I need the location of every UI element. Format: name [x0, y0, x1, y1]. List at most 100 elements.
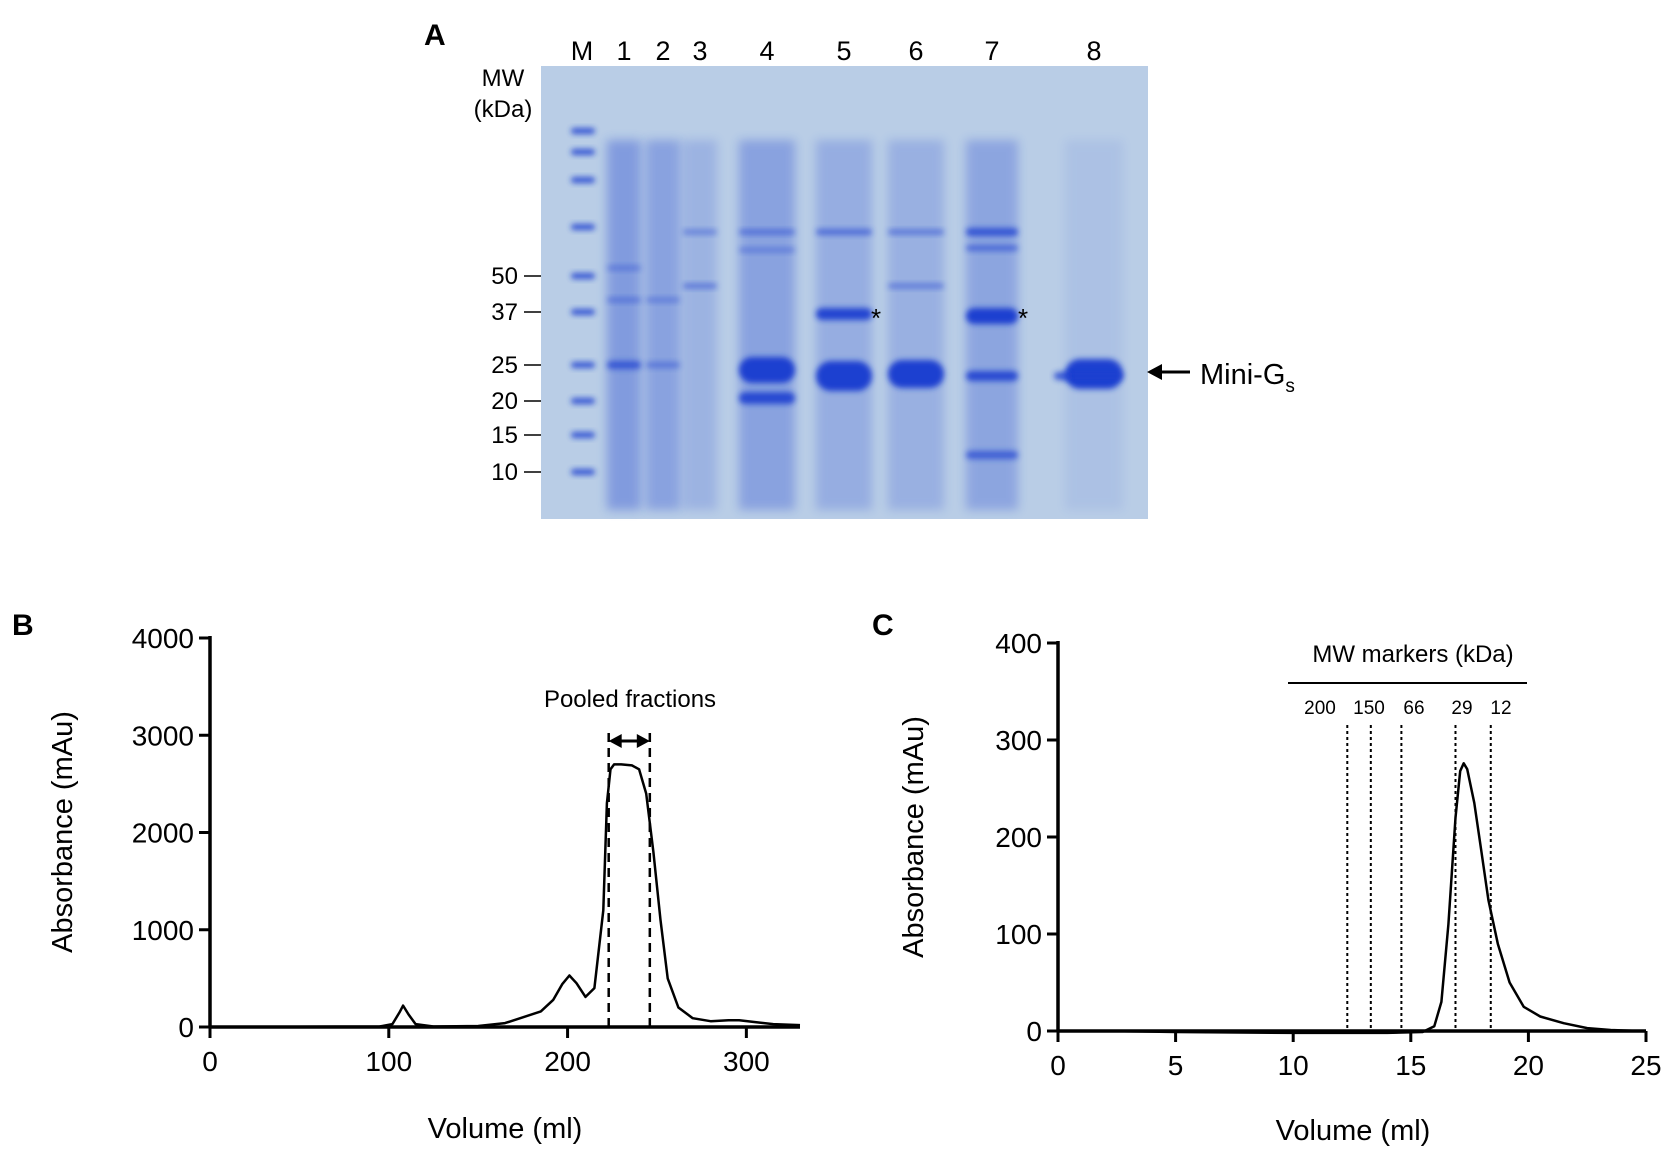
gel-lane-smear: [966, 140, 1018, 510]
y-tick-label: 300: [995, 725, 1042, 756]
pooled-arrow-right: [636, 734, 650, 748]
lane-label-8: 8: [1086, 36, 1101, 66]
gel-band: [888, 283, 944, 289]
panel-c-letter: C: [872, 609, 894, 642]
lane-label-m: M: [571, 36, 594, 66]
chart-b-tick-labels: 0 1000 2000 3000 4000 0 100 200 300: [132, 623, 770, 1077]
marker-value-150: 150: [1353, 698, 1385, 719]
chart-b-pooled-fractions: [607, 733, 652, 1027]
panel-c-chart: C 0 100 200 300 400 0 5 10 15 20 25 Volume (ml) Ab…: [872, 609, 1662, 1147]
gel-band: [816, 361, 872, 391]
mw-label-10: 10: [491, 459, 518, 486]
chart-c-mw-marker-lines: [1346, 725, 1492, 1031]
gel-band: [739, 357, 795, 383]
y-tick-label: 0: [1026, 1016, 1042, 1047]
gel-band: [966, 371, 1018, 381]
mw-title-line1: MW: [482, 65, 525, 92]
ladder-band: [571, 469, 595, 475]
mw-title-line2: (kDa): [474, 96, 533, 123]
ladder-band: [571, 398, 595, 404]
lane-labels: M 1 2 3 4 5 6 7 8: [571, 36, 1102, 66]
mw-label-37: 37: [491, 299, 518, 326]
chart-c-marker-values: 200 150 66 29 12: [1304, 698, 1511, 719]
ladder-band: [571, 432, 595, 438]
x-tick-label: 10: [1278, 1050, 1309, 1081]
gel-lane-smear: [683, 140, 717, 510]
gel-band: [816, 308, 872, 320]
ladder-band: [571, 177, 595, 183]
gel-lane-smear: [607, 140, 641, 510]
mw-label-20: 20: [491, 388, 518, 415]
gel-band: [646, 297, 680, 303]
gel-band: [683, 229, 717, 235]
gel-band: [816, 229, 872, 235]
lane-label-5: 5: [836, 36, 851, 66]
ladder-band: [571, 273, 595, 279]
x-tick-label: 15: [1395, 1050, 1426, 1081]
y-tick-label: 1000: [132, 915, 194, 946]
marker-value-12: 12: [1490, 698, 1511, 719]
gel-band: [1054, 372, 1070, 380]
chart-b-ylabel: Absorbance (mAu): [47, 711, 79, 953]
panel-a-gel: A M 1 2 3 4 5 6 7 8 MW (kDa) 50 37 25 20…: [424, 19, 1295, 519]
ladder-band: [571, 149, 595, 155]
gel-band: [966, 451, 1018, 459]
mini-gs-arrow: [1147, 364, 1190, 380]
x-tick-label: 300: [723, 1046, 770, 1077]
gel-bands: [571, 128, 1123, 510]
y-tick-label: 100: [995, 919, 1042, 950]
y-tick-label: 2000: [132, 818, 194, 849]
y-tick-label: 200: [995, 822, 1042, 853]
chart-c-series-line: [1104, 762, 1639, 1035]
gel-band: [1065, 373, 1123, 379]
ladder-band: [571, 362, 595, 368]
x-tick-label: 100: [365, 1046, 412, 1077]
mw-label-50: 50: [491, 263, 518, 290]
chart-c-ylabel: Absorbance (mAu): [898, 716, 930, 958]
gel-band: [683, 283, 717, 289]
marker-value-200: 200: [1304, 698, 1336, 719]
gel-band: [888, 360, 944, 388]
x-tick-label: 5: [1168, 1050, 1184, 1081]
y-tick-label: 400: [995, 628, 1042, 659]
gel-band: [966, 245, 1018, 251]
y-tick-label: 4000: [132, 623, 194, 654]
marker-value-66: 66: [1403, 698, 1424, 719]
gel-band: [607, 265, 641, 271]
chart-c-tick-labels: 0 100 200 300 400 0 5 10 15 20 25: [995, 628, 1661, 1081]
panel-b-chart: B 0 1000 2000 3000 4000 0 100 200 300 Volume (ml…: [12, 609, 801, 1145]
chart-b-pooled-label: Pooled fractions: [544, 686, 716, 713]
gel-band: [739, 247, 795, 253]
chart-b-xlabel: Volume (ml): [428, 1113, 583, 1145]
lane-label-7: 7: [984, 36, 999, 66]
gel-band: [739, 229, 795, 235]
y-tick-label: 0: [178, 1012, 194, 1043]
gel-lane-smear: [816, 140, 872, 510]
gel-band: [966, 228, 1018, 236]
gel-lane-smear: [739, 140, 795, 510]
x-tick-label: 25: [1630, 1050, 1661, 1081]
x-tick-label: 200: [544, 1046, 591, 1077]
gel-band: [888, 229, 944, 235]
chart-c-axes: [1047, 641, 1648, 1042]
gel-lane-smear: [888, 140, 944, 510]
marker-value-29: 29: [1451, 698, 1472, 719]
mini-gs-label-subscript: s: [1285, 376, 1295, 397]
x-tick-label: 0: [1050, 1050, 1066, 1081]
x-tick-label: 0: [202, 1046, 218, 1077]
gel-lane-smear: [646, 140, 680, 510]
lane-label-2: 2: [655, 36, 670, 66]
asterisk-lane-5: *: [871, 303, 881, 333]
panel-b-letter: B: [12, 609, 34, 642]
gel-band: [646, 362, 680, 368]
chart-c-markers-title: MW markers (kDa): [1312, 641, 1513, 668]
lane-label-4: 4: [759, 36, 774, 66]
lane-label-3: 3: [692, 36, 707, 66]
asterisk-lane-7: *: [1018, 303, 1028, 333]
chart-c-xlabel: Volume (ml): [1276, 1115, 1431, 1147]
lane-label-1: 1: [616, 36, 631, 66]
y-tick-label: 3000: [132, 720, 194, 751]
gel-lane-smear: [1065, 140, 1123, 510]
gel-band: [966, 308, 1018, 324]
